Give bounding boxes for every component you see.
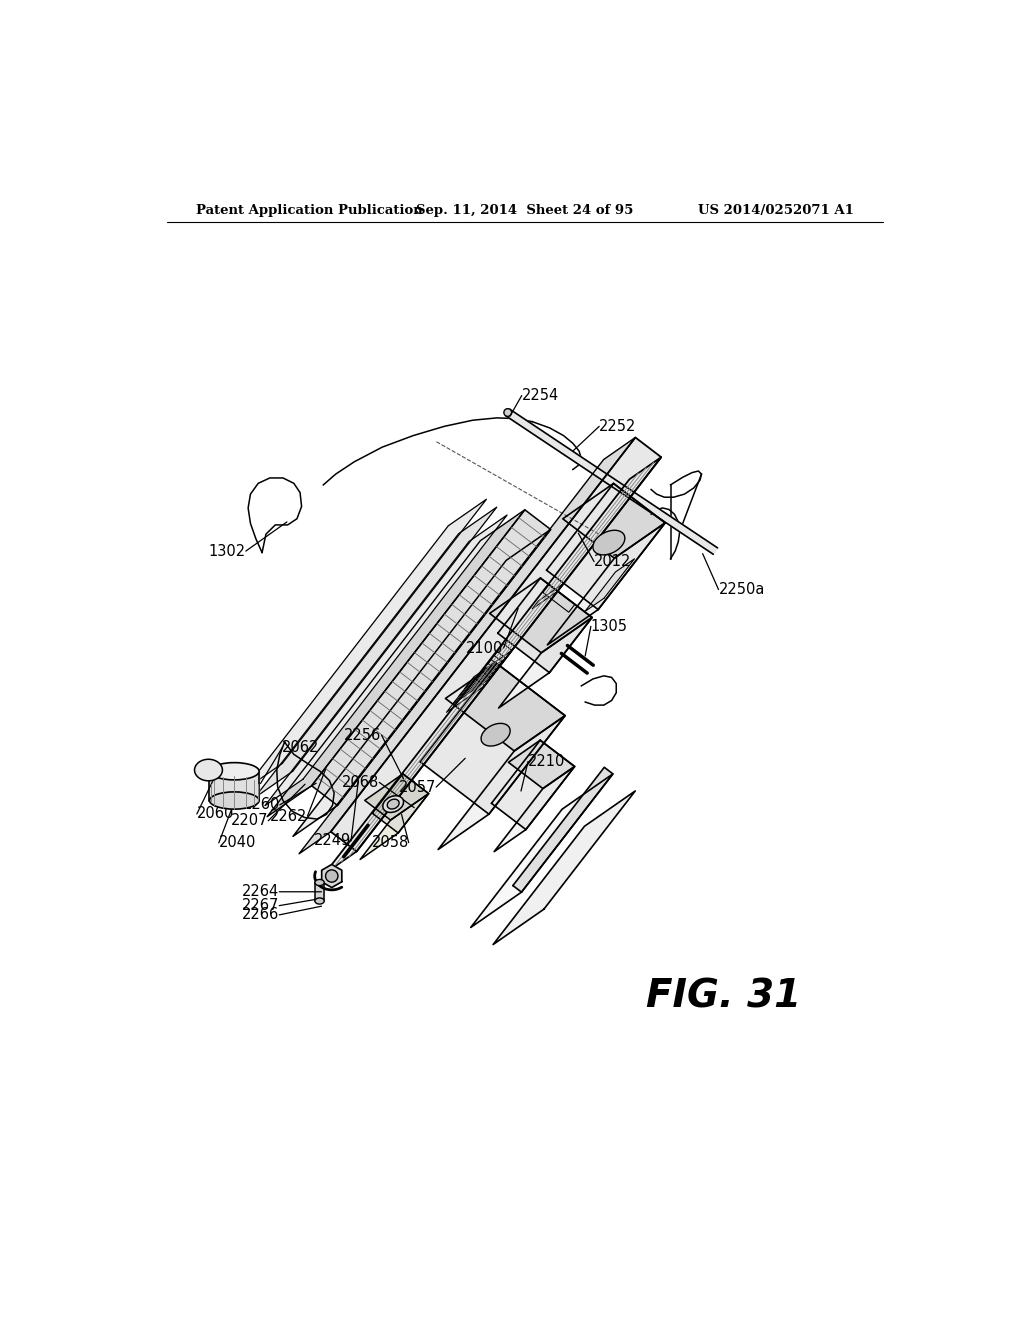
Text: 2254: 2254 [521, 388, 559, 403]
Polygon shape [420, 663, 565, 814]
Polygon shape [506, 409, 718, 554]
Text: 2260: 2260 [243, 797, 280, 812]
Text: 2057: 2057 [398, 780, 436, 795]
Ellipse shape [383, 796, 403, 812]
Ellipse shape [315, 879, 325, 886]
Ellipse shape [481, 723, 510, 746]
Polygon shape [459, 659, 506, 697]
Polygon shape [360, 793, 429, 859]
Polygon shape [445, 663, 565, 751]
Text: 2040: 2040 [219, 836, 256, 850]
Text: 2100: 2100 [466, 640, 504, 656]
Polygon shape [499, 618, 592, 708]
Polygon shape [373, 774, 429, 833]
Ellipse shape [210, 792, 259, 809]
Polygon shape [494, 791, 635, 945]
Polygon shape [325, 457, 662, 874]
Polygon shape [509, 741, 574, 788]
Polygon shape [495, 767, 574, 851]
Ellipse shape [195, 759, 222, 781]
Text: 2062: 2062 [283, 741, 319, 755]
Polygon shape [293, 529, 551, 837]
Polygon shape [311, 510, 551, 805]
Text: 2266: 2266 [242, 907, 280, 923]
Polygon shape [489, 578, 592, 653]
Ellipse shape [315, 898, 325, 904]
Text: 2256: 2256 [344, 727, 382, 743]
Polygon shape [482, 660, 500, 678]
Text: Sep. 11, 2014  Sheet 24 of 95: Sep. 11, 2014 Sheet 24 of 95 [416, 205, 634, 218]
Ellipse shape [504, 409, 512, 416]
Text: 1302: 1302 [209, 544, 246, 558]
Ellipse shape [210, 763, 259, 780]
Polygon shape [471, 774, 613, 928]
Polygon shape [532, 583, 564, 609]
Text: 2012: 2012 [594, 554, 632, 569]
Polygon shape [495, 644, 512, 663]
Polygon shape [476, 668, 494, 686]
Polygon shape [585, 558, 635, 611]
Polygon shape [513, 767, 613, 892]
Polygon shape [563, 483, 666, 558]
Polygon shape [543, 585, 574, 612]
Polygon shape [265, 515, 507, 805]
Polygon shape [465, 651, 512, 689]
Text: 2068: 2068 [342, 775, 379, 789]
Polygon shape [210, 771, 259, 800]
Text: 2210: 2210 [528, 754, 565, 768]
Text: 2060: 2060 [197, 807, 234, 821]
Polygon shape [547, 483, 666, 610]
Ellipse shape [326, 870, 338, 882]
Text: 2207: 2207 [230, 813, 268, 828]
Text: 2264: 2264 [242, 884, 280, 899]
Polygon shape [315, 883, 325, 902]
Text: 2058: 2058 [372, 836, 409, 850]
Polygon shape [498, 578, 592, 673]
Polygon shape [299, 437, 635, 854]
Polygon shape [322, 865, 342, 887]
Text: 2252: 2252 [599, 418, 637, 434]
Ellipse shape [593, 531, 625, 554]
Polygon shape [548, 523, 666, 645]
Text: 1305: 1305 [591, 619, 628, 634]
Polygon shape [446, 675, 494, 713]
Text: 2262: 2262 [270, 809, 307, 824]
Text: FIG. 31: FIG. 31 [646, 977, 801, 1015]
Ellipse shape [387, 799, 399, 809]
Text: 2249: 2249 [313, 833, 351, 849]
Polygon shape [488, 652, 506, 671]
Polygon shape [365, 774, 429, 820]
Text: US 2014/0252071 A1: US 2014/0252071 A1 [697, 205, 853, 218]
Text: 2267: 2267 [242, 898, 280, 913]
Polygon shape [453, 667, 500, 705]
Text: 2250a: 2250a [719, 582, 765, 597]
Polygon shape [492, 741, 574, 829]
Text: Patent Application Publication: Patent Application Publication [197, 205, 423, 218]
Polygon shape [245, 499, 486, 789]
Polygon shape [255, 507, 497, 797]
Polygon shape [438, 715, 565, 850]
Polygon shape [331, 437, 662, 851]
Polygon shape [267, 510, 525, 817]
